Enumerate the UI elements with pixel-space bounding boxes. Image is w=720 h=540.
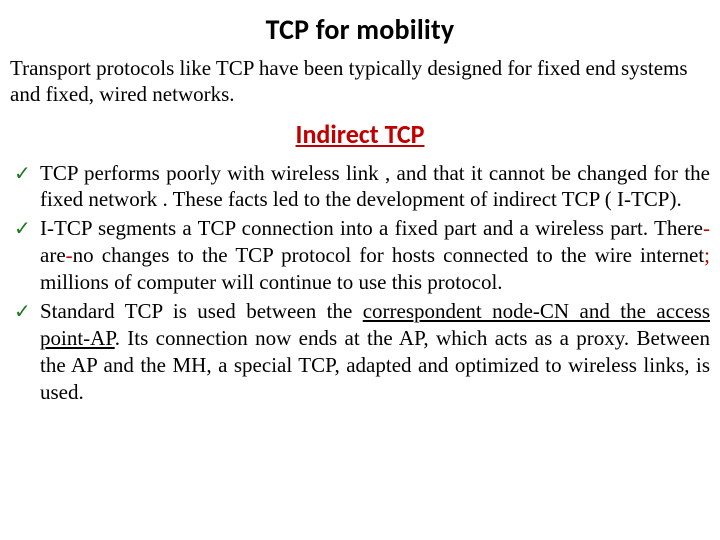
text-run: are (40, 243, 66, 267)
text-run: ; (704, 243, 710, 267)
bullet-text: TCP performs poorly with wireless link ,… (40, 161, 710, 212)
intro-paragraph: Transport protocols like TCP have been t… (10, 55, 710, 108)
check-icon: ✓ (14, 300, 31, 326)
text-run: - (703, 216, 710, 240)
text-run: I-TCP segments a TCP connection into a f… (40, 216, 703, 240)
text-run: . Its connection now ends at the AP, whi… (40, 326, 710, 404)
text-run: - (66, 243, 73, 267)
bullet-text: Standard TCP is used between the corresp… (40, 299, 710, 404)
slide-title: TCP for mobility (10, 12, 710, 47)
list-item: ✓ Standard TCP is used between the corre… (10, 298, 710, 406)
section-subtitle: Indirect TCP (10, 118, 710, 150)
text-run: Standard TCP is used between the (40, 299, 363, 323)
list-item: ✓ TCP performs poorly with wireless link… (10, 160, 710, 214)
text-run: changes to the TCP protocol for hosts co… (94, 243, 705, 267)
bullet-list: ✓ TCP performs poorly with wireless link… (10, 160, 710, 406)
text-run: millions of computer will continue to us… (40, 270, 503, 294)
list-item: ✓ I-TCP segments a TCP connection into a… (10, 215, 710, 296)
check-icon: ✓ (14, 217, 31, 243)
text-run: no (73, 243, 94, 267)
check-icon: ✓ (14, 162, 31, 188)
bullet-text: I-TCP segments a TCP connection into a f… (40, 216, 710, 294)
